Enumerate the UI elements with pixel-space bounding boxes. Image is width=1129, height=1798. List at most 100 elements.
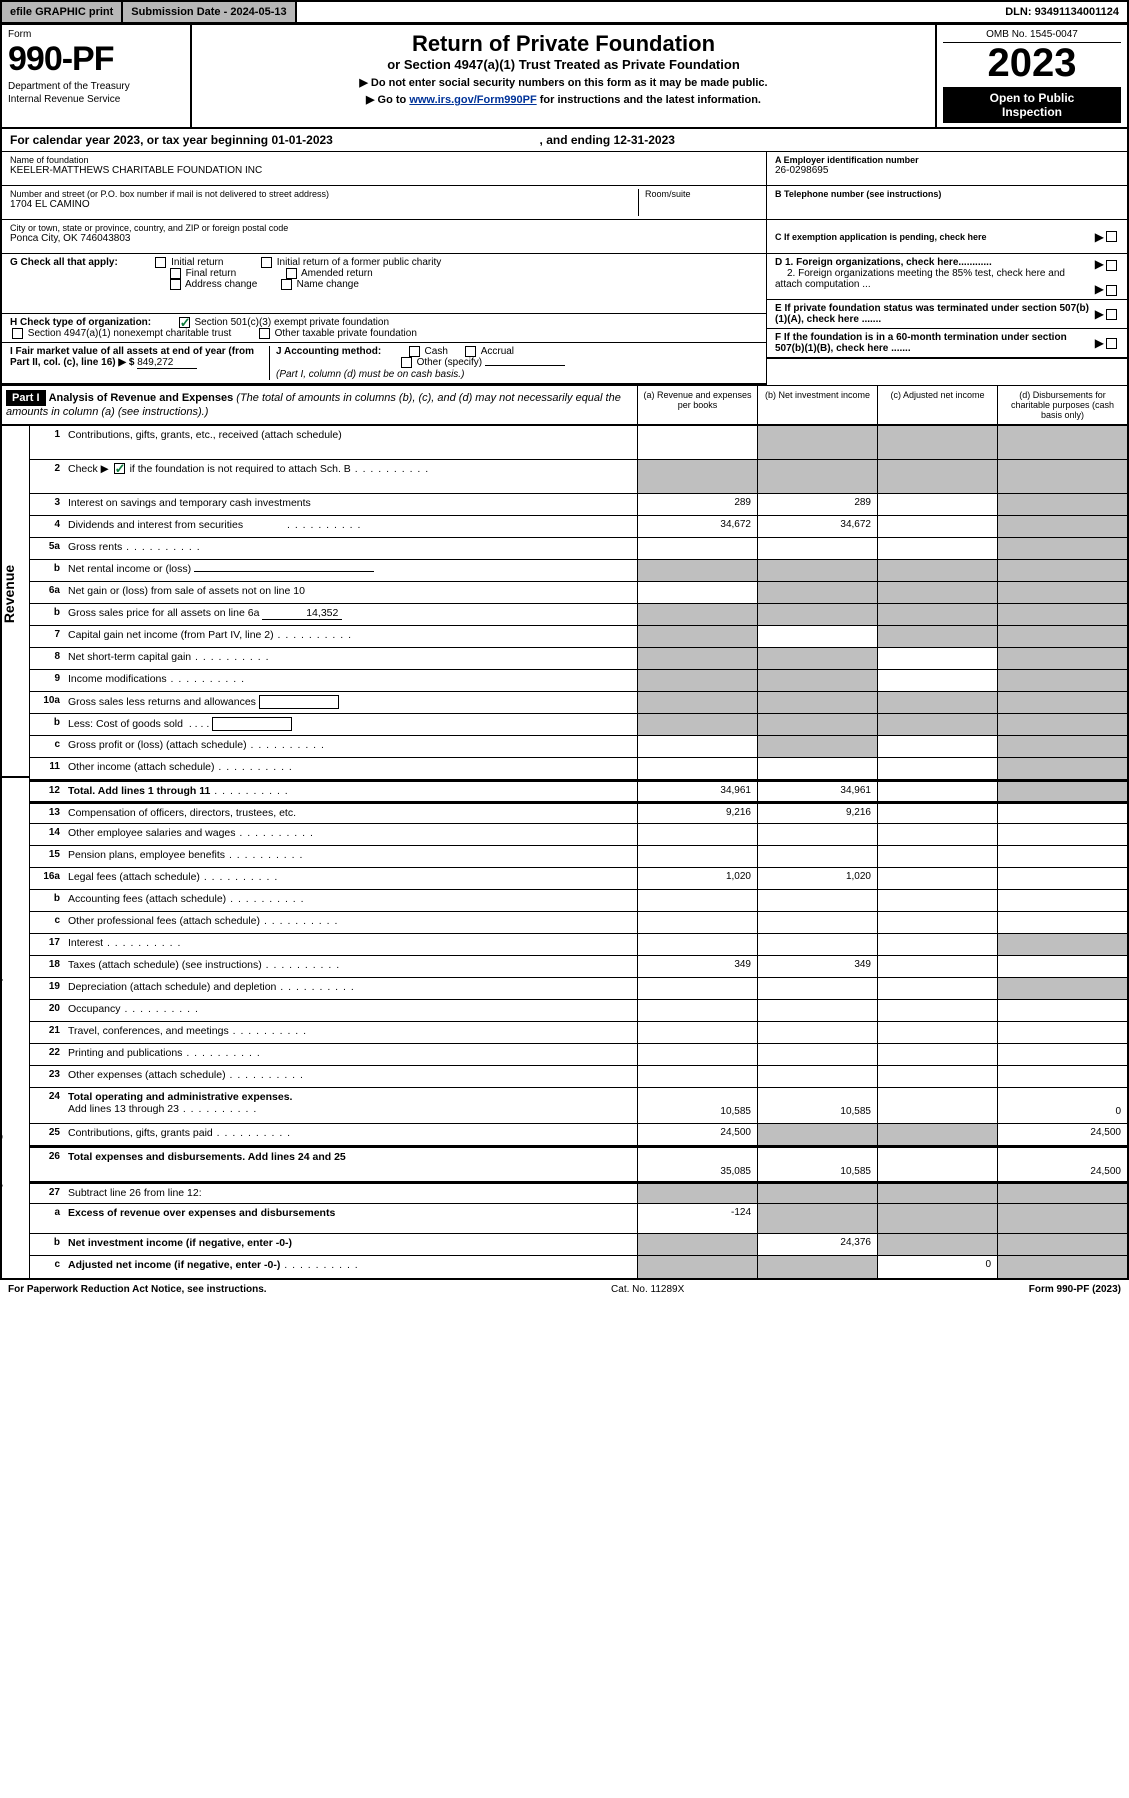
form-subtitle: or Section 4947(a)(1) Trust Treated as P…	[198, 57, 929, 72]
row-18: 18 Taxes (attach schedule) (see instruct…	[30, 956, 1127, 978]
cell-a: -124	[637, 1204, 757, 1233]
cogs-box[interactable]	[212, 717, 292, 731]
address-change-label: Address change	[185, 279, 257, 290]
line-desc: Net short-term capital gain	[64, 648, 637, 669]
cell-b: 34,672	[757, 516, 877, 537]
row-4: 4 Dividends and interest from securities…	[30, 516, 1127, 538]
line-no: a	[30, 1204, 64, 1233]
line-no: 18	[30, 956, 64, 977]
form990pf-link[interactable]: www.irs.gov/Form990PF	[409, 94, 536, 106]
cell-a	[637, 670, 757, 691]
cell-a: 1,020	[637, 868, 757, 889]
part1-title: Analysis of Revenue and Expenses	[49, 392, 234, 404]
efile-print-button[interactable]: efile GRAPHIC print	[2, 2, 123, 22]
cell-d	[997, 956, 1127, 977]
cell-b	[757, 890, 877, 911]
line-desc: Contributions, gifts, grants, etc., rece…	[64, 426, 637, 459]
page-footer: For Paperwork Reduction Act Notice, see …	[0, 1280, 1129, 1299]
cell-a	[637, 1000, 757, 1021]
line-no: 7	[30, 626, 64, 647]
row-16a: 16a Legal fees (attach schedule) 1,020 1…	[30, 868, 1127, 890]
line-desc: Pension plans, employee benefits	[64, 846, 637, 867]
cell-c	[877, 714, 997, 735]
cell-c	[877, 1066, 997, 1087]
final-return-checkbox[interactable]	[170, 268, 181, 279]
501c3-checkbox[interactable]	[179, 317, 190, 328]
part1-desc: Part I Analysis of Revenue and Expenses …	[2, 386, 637, 424]
instr-goto-post: for instructions and the latest informat…	[537, 94, 761, 106]
cell-a	[637, 426, 757, 459]
cell-b: 34,961	[757, 782, 877, 801]
amended-return-checkbox[interactable]	[286, 268, 297, 279]
row-6b: b Gross sales price for all assets on li…	[30, 604, 1127, 626]
cell-b	[757, 582, 877, 603]
phone-row: B Telephone number (see instructions)	[767, 186, 1127, 220]
instr-goto: ▶ Go to www.irs.gov/Form990PF for instru…	[198, 93, 929, 106]
cell-d	[997, 460, 1127, 493]
row-22: 22 Printing and publications	[30, 1044, 1127, 1066]
d1-checkbox[interactable]	[1106, 260, 1117, 271]
line-desc: Total expenses and disbursements. Add li…	[64, 1148, 637, 1181]
part1-label: Part I	[6, 390, 46, 406]
irs: Internal Revenue Service	[8, 94, 184, 105]
calendar-year-row: For calendar year 2023, or tax year begi…	[0, 129, 1129, 152]
cell-d	[997, 736, 1127, 757]
cell-c	[877, 626, 997, 647]
cell-b	[757, 758, 877, 779]
initial-former-checkbox[interactable]	[261, 257, 272, 268]
line-no: 26	[30, 1148, 64, 1181]
line-desc: Less: Cost of goods sold . . . .	[64, 714, 637, 735]
cell-d	[997, 758, 1127, 779]
address-change-checkbox[interactable]	[170, 279, 181, 290]
cell-b	[757, 460, 877, 493]
cell-d	[997, 934, 1127, 955]
line-desc: Excess of revenue over expenses and disb…	[64, 1204, 637, 1233]
line-desc: Adjusted net income (if negative, enter …	[64, 1256, 637, 1278]
d2-checkbox[interactable]	[1106, 285, 1117, 296]
other-method-checkbox[interactable]	[401, 357, 412, 368]
identification-block: Name of foundation KEELER-MATTHEWS CHARI…	[0, 152, 1129, 254]
line-no: 27	[30, 1184, 64, 1203]
exempt-pending-checkbox[interactable]	[1106, 231, 1117, 242]
cell-c	[877, 1148, 997, 1181]
city-value: Ponca City, OK 746043803	[10, 233, 758, 244]
line-desc: Subtract line 26 from line 12:	[64, 1184, 637, 1203]
line-desc: Income modifications	[64, 670, 637, 691]
city-label: City or town, state or province, country…	[10, 223, 758, 233]
line-no: c	[30, 912, 64, 933]
line-desc: Dividends and interest from securities	[64, 516, 637, 537]
other-specify-line[interactable]	[485, 365, 565, 366]
row-27a: a Excess of revenue over expenses and di…	[30, 1204, 1127, 1234]
cell-a	[637, 582, 757, 603]
line-desc: Depreciation (attach schedule) and deple…	[64, 978, 637, 999]
cal-year-mid: , and ending	[540, 133, 614, 147]
cell-b	[757, 1066, 877, 1087]
footer-cat-no: Cat. No. 11289X	[267, 1284, 1029, 1295]
revenue-side-label: Revenue	[2, 426, 30, 778]
cell-c	[877, 934, 997, 955]
accrual-checkbox[interactable]	[465, 346, 476, 357]
submission-date-value: 2024-05-13	[230, 6, 286, 18]
name-change-checkbox[interactable]	[281, 279, 292, 290]
exempt-pending-label: C If exemption application is pending, c…	[775, 232, 1095, 242]
check-section: G Check all that apply: Initial return I…	[0, 254, 1129, 385]
net-rental-line[interactable]	[194, 571, 374, 572]
other-taxable-checkbox[interactable]	[259, 328, 270, 339]
initial-return-checkbox[interactable]	[155, 257, 166, 268]
f-label: F If the foundation is in a 60-month ter…	[775, 332, 1067, 354]
cell-b	[757, 1124, 877, 1145]
address-value: 1704 EL CAMINO	[10, 199, 638, 210]
gross-sales-box[interactable]	[259, 695, 339, 709]
row-6a: 6a Net gain or (loss) from sale of asset…	[30, 582, 1127, 604]
cell-b	[757, 1184, 877, 1203]
f-checkbox[interactable]	[1106, 338, 1117, 349]
e-checkbox[interactable]	[1106, 309, 1117, 320]
ein-row: A Employer identification number 26-0298…	[767, 152, 1127, 186]
cell-d	[997, 1066, 1127, 1087]
cash-checkbox[interactable]	[409, 346, 420, 357]
schB-checkbox[interactable]	[114, 463, 125, 474]
line-desc: Check ▶ if the foundation is not require…	[64, 460, 637, 493]
line-desc: Net rental income or (loss)	[64, 560, 637, 581]
line-desc: Gross sales less returns and allowances	[64, 692, 637, 713]
4947-checkbox[interactable]	[12, 328, 23, 339]
